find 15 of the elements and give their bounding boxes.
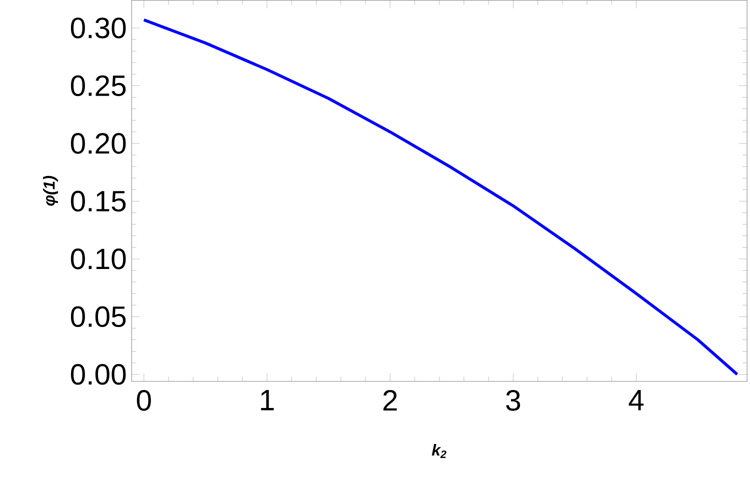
y-tick-label: 0.05 [70,306,126,327]
x-tick-label: 3 [506,390,520,411]
y-tick-label: 0.25 [70,75,126,96]
y-tick-label: 0.10 [70,248,126,270]
x-tick-label: 2 [383,390,397,410]
y-axis-title: φ(1) [43,176,58,206]
x-tick-label: 0 [136,390,151,411]
y-tick-label: 0.00 [70,364,126,385]
y-tick-label: 0.30 [70,17,126,38]
y-tick-label: 0.20 [70,132,126,154]
x-tick-label: 4 [628,390,644,410]
y-tick-label: 0.15 [70,190,126,212]
x-axis-title: k$_{2}$ [432,444,446,458]
line-series [142,18,739,376]
x-tick-label: 1 [261,390,274,410]
